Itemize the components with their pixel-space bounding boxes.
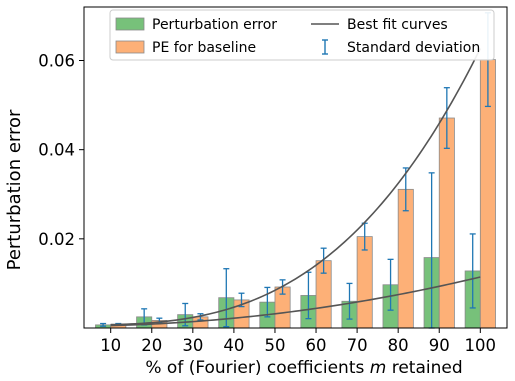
x-tick-label-80: 80 — [388, 336, 409, 355]
best-fit-curve-1 — [110, 276, 481, 327]
y-tick-label-0.06: 0.06 — [38, 52, 75, 71]
x-tick-label-70: 70 — [347, 336, 368, 355]
x-tick-label-90: 90 — [429, 336, 450, 355]
y-axis-label: Perturbation error — [4, 109, 25, 270]
y-tick-label-0.04: 0.04 — [38, 141, 75, 160]
x-axis-label-italic: m — [370, 358, 387, 378]
legend-label-pe-for-baseline: PE for baseline — [152, 40, 256, 56]
x-tick-label-10: 10 — [100, 336, 121, 355]
plot-area — [95, 12, 496, 329]
legend-label-perturbation-error: Perturbation error — [152, 17, 277, 33]
x-tick-label-20: 20 — [141, 336, 162, 355]
plot-frame — [83, 6, 508, 329]
axes: 10 20 30 40 50 60 70 80 90 100 0.02 0.04 0.06 — [38, 6, 508, 355]
legend-box — [109, 9, 495, 61]
x-tick-label-30: 30 — [182, 336, 203, 355]
best-fit-curve-2 — [110, 48, 482, 326]
x-tick-label-60: 60 — [306, 336, 327, 355]
x-tick-label-40: 40 — [223, 336, 244, 355]
x-tick-label-50: 50 — [264, 336, 285, 355]
bar-baseline-90 — [438, 117, 455, 329]
legend: Perturbation error Best fit curves PE for … — [109, 9, 495, 61]
legend-label-best-fit-curves: Best fit curves — [347, 17, 448, 33]
legend-swatch-perturbation-error — [115, 17, 145, 31]
y-tick-label-0.02: 0.02 — [38, 230, 75, 249]
legend-swatch-pe-for-baseline — [115, 40, 145, 54]
legend-label-standard-deviation: Standard deviation — [347, 40, 480, 56]
x-axis-label: % of (Fourier) coefficients m retained — [145, 358, 462, 378]
x-axis-label-prefix: % of (Fourier) coefficients — [145, 358, 369, 378]
x-tick-label-100: 100 — [465, 336, 497, 355]
x-axis-label-suffix: retained — [386, 358, 462, 378]
